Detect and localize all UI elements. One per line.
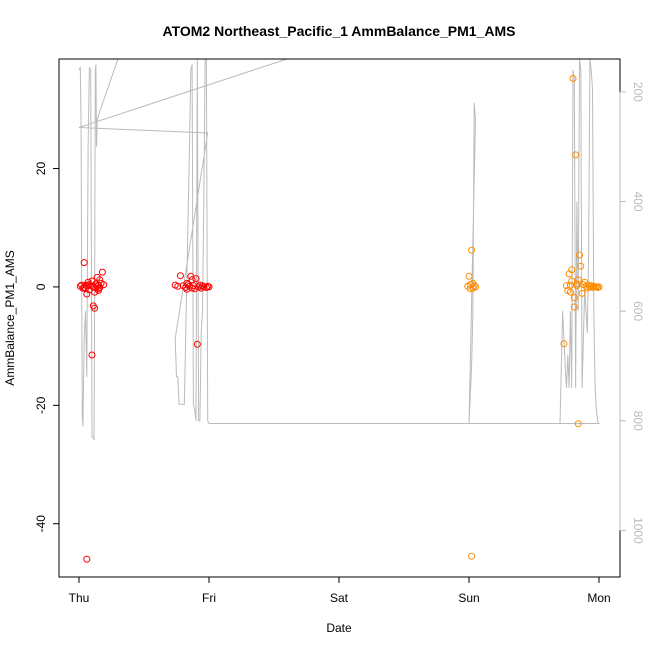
plot-frame	[58, 58, 621, 578]
y-tick-label: -40	[34, 515, 48, 533]
series-1-point	[184, 281, 192, 289]
y-tick-label: -20	[34, 396, 48, 414]
x-tick-label: Sat	[330, 591, 349, 605]
x-tick-label: Thu	[69, 591, 90, 605]
y2-tick-label: 400	[631, 192, 645, 212]
x-tick-label: Mon	[587, 591, 610, 605]
x-tick-label: Sun	[458, 591, 479, 605]
series-1-point	[100, 281, 108, 289]
series-2-point	[576, 251, 583, 259]
series-2-point	[577, 262, 585, 270]
series-2-point	[465, 272, 473, 280]
series-1-point	[83, 555, 91, 563]
series-2-point	[574, 420, 582, 428]
y-axis-label: AmmBalance_PM1_AMS	[3, 250, 17, 385]
chart-title: ATOM2 Northeast_Pacific_1 AmmBalance_PM1…	[163, 23, 516, 39]
series-2-point	[570, 294, 578, 302]
series-1-point	[192, 275, 200, 283]
series-2-point	[563, 282, 570, 290]
series-1-point	[200, 283, 208, 291]
series-2-point	[587, 282, 595, 290]
series-2-point	[595, 283, 603, 291]
series-1-point	[199, 282, 206, 290]
series-1-point	[91, 304, 99, 312]
series-2-point	[569, 75, 577, 82]
series-1-point	[88, 277, 96, 285]
series-2-point	[469, 279, 477, 287]
series-1-point	[176, 272, 184, 280]
y2-tick-label: 1000	[631, 517, 645, 544]
series-2-point	[566, 281, 574, 289]
x-axis-label: Date	[326, 621, 352, 635]
series-2-point	[570, 303, 578, 311]
plot-layer: Thu Fri Sat Sun Mon -40 -20 0 20 200 400 600 800 1000	[34, 58, 645, 605]
series-1-point	[205, 283, 213, 291]
series-2-point	[573, 282, 581, 290]
series-1-point	[98, 268, 106, 276]
series-1-point	[93, 273, 101, 281]
y2-tick-label: 600	[631, 301, 645, 321]
series-1-point	[193, 340, 201, 348]
series-2-point	[568, 266, 576, 274]
series-1-point	[202, 284, 210, 291]
y-tick-label: 0	[34, 283, 48, 290]
y2-tick-label: 800	[631, 411, 645, 431]
series-2-point	[578, 289, 586, 297]
series-2-point	[468, 246, 476, 254]
series-2-point	[566, 288, 574, 296]
x-tick-label: Fri	[202, 591, 216, 605]
series-1-point	[80, 259, 88, 267]
series-2-point	[589, 284, 596, 291]
series-1-point	[174, 282, 182, 290]
series-2-point	[572, 151, 580, 159]
series-2-point	[560, 340, 568, 348]
series-2-point	[568, 277, 576, 285]
series-1-point	[191, 285, 199, 293]
altitude-trace-line	[78, 59, 600, 441]
y-tick-label: 20	[34, 162, 48, 176]
series-2-point	[468, 552, 476, 560]
y2-tick-label: 200	[631, 82, 645, 102]
series-1-point	[91, 288, 99, 296]
series-1-point	[183, 279, 191, 287]
series-1-point	[88, 351, 96, 359]
series-1-point	[188, 284, 196, 292]
